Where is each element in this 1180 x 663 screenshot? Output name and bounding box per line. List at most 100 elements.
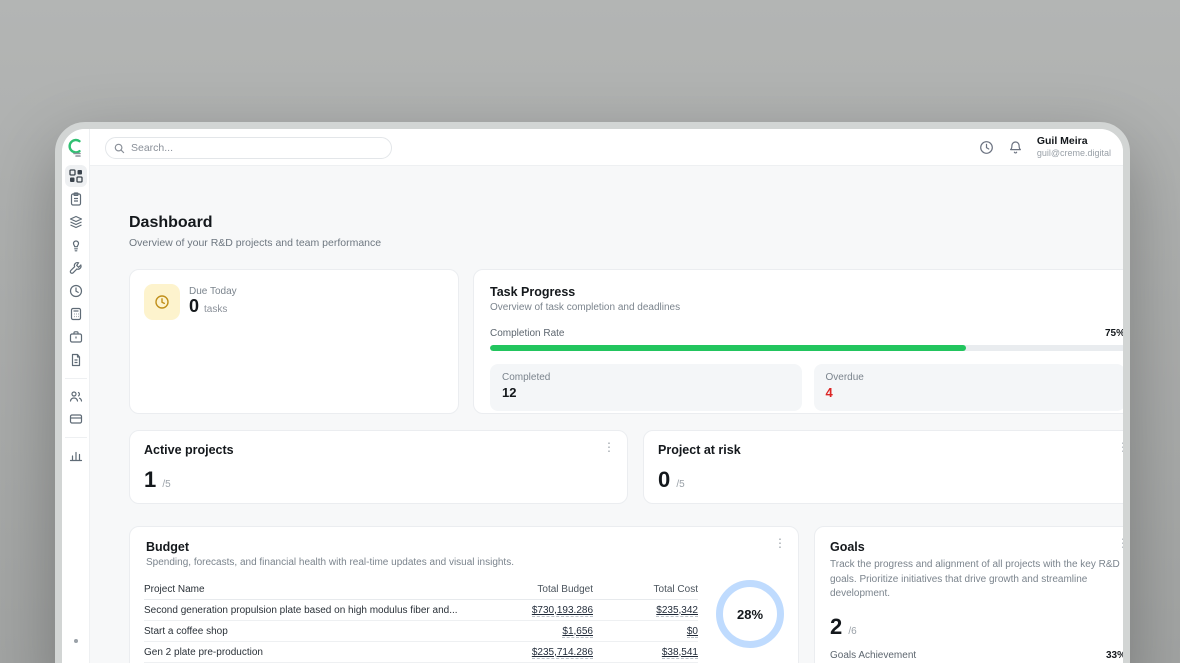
completion-rate-track	[490, 345, 1123, 351]
total-cost-cell: $38,541	[593, 646, 698, 659]
project-at-risk-total: /5	[676, 479, 685, 490]
goals-total: /6	[848, 625, 857, 637]
project-name-cell: Second generation propulsion plate based…	[144, 604, 458, 616]
goals-card: Goals ⋮ Track the progress and alignment…	[814, 526, 1129, 663]
col-total-budget: Total Budget	[537, 583, 593, 595]
project-name-cell: Start a coffee shop	[144, 625, 228, 637]
task-progress-subtitle: Overview of task completion and deadline…	[490, 302, 681, 313]
due-today-card: Due Today 0 tasks	[129, 269, 459, 414]
task-progress-card: Task Progress Overview of task completio…	[473, 269, 1125, 414]
budget-subtitle: Spending, forecasts, and financial healt…	[146, 557, 514, 568]
clock-icon	[155, 295, 169, 309]
completed-value: 12	[502, 385, 517, 400]
kebab-menu-icon[interactable]: ⋮	[1117, 536, 1129, 550]
time-clock-icon	[69, 284, 82, 298]
search-placeholder: Search...	[131, 142, 174, 154]
goals-description: Track the progress and alignment of all …	[830, 559, 1120, 599]
active-projects-total: /5	[162, 479, 171, 490]
table-row[interactable]: Second generation propulsion plate based…	[144, 600, 698, 621]
active-projects-value: 1	[144, 467, 157, 492]
sidebar-item-calculator[interactable]	[65, 303, 87, 325]
sidebar-item-ideas[interactable]	[65, 234, 87, 256]
col-total-cost: Total Cost	[653, 583, 698, 595]
goals-achievement-value: 33%	[1105, 649, 1126, 661]
completion-rate-value: 75%	[1104, 328, 1125, 339]
overdue-value: 4	[825, 385, 833, 400]
budget-usage-value: 28%	[736, 606, 764, 622]
cost-amount[interactable]: $235,342	[656, 604, 698, 617]
app-window: V1.0 Search... Guil Meira guil@c	[55, 122, 1130, 663]
layers-icon	[69, 215, 82, 229]
budget-amount[interactable]: $235,714.286	[531, 646, 593, 659]
history-clock-icon[interactable]	[979, 140, 994, 155]
sidebar-item-briefcase[interactable]	[65, 326, 87, 348]
team-users-icon	[69, 391, 82, 402]
cost-amount[interactable]: $0	[686, 625, 698, 638]
billing-card-icon	[69, 414, 82, 424]
briefcase-icon	[69, 331, 82, 343]
sidebar-collapse-dot[interactable]	[73, 639, 78, 643]
overdue-stat-box: Overdue 4	[813, 364, 1123, 411]
user-profile[interactable]: Guil Meira guil@creme.digital	[1037, 135, 1111, 159]
creme-logo-icon[interactable]	[67, 138, 84, 157]
kebab-menu-icon[interactable]: ⋮	[603, 440, 615, 454]
dashboard-icon	[68, 169, 83, 183]
project-at-risk-title: Project at risk	[658, 443, 741, 457]
document-icon	[71, 353, 80, 367]
budget-title: Budget	[146, 540, 190, 554]
cost-amount[interactable]: $38,541	[661, 646, 698, 659]
col-project-name: Project Name	[144, 583, 205, 595]
due-today-unit: tasks	[204, 304, 228, 315]
sidebar-item-layers[interactable]	[65, 211, 87, 233]
main-content: Dashboard Overview of your R&D projects …	[90, 166, 1123, 663]
sidebar-divider	[64, 378, 87, 379]
page-subtitle: Overview of your R&D projects and team p…	[129, 237, 382, 249]
notifications-bell-icon[interactable]	[1008, 140, 1023, 155]
total-budget-cell: $1,656	[463, 625, 593, 638]
project-at-risk-value: 0	[658, 467, 671, 492]
goals-value: 2	[830, 613, 843, 639]
search-input[interactable]: Search...	[105, 137, 392, 159]
sidebar-item-dashboard[interactable]	[64, 165, 87, 187]
task-progress-title: Task Progress	[490, 285, 576, 299]
user-email: guil@creme.digital	[1036, 148, 1111, 159]
sidebar-item-team[interactable]	[65, 385, 87, 407]
active-projects-title: Active projects	[144, 443, 234, 457]
active-projects-card: Active projects ⋮ 1 /5	[129, 430, 628, 504]
analytics-chart-icon	[69, 451, 82, 462]
project-name-cell: Gen 2 plate pre-production	[144, 646, 263, 658]
sidebar-item-documents[interactable]	[65, 349, 87, 371]
table-row[interactable]: Start a coffee shop $1,656 $0	[144, 621, 698, 642]
goals-achievement-label: Goals Achievement	[830, 649, 917, 661]
sidebar: V1.0	[62, 129, 90, 663]
completion-rate-label: Completion Rate	[490, 328, 565, 339]
due-today-value: 0	[189, 296, 200, 316]
completed-label: Completed	[502, 372, 551, 383]
sidebar-item-time[interactable]	[65, 280, 87, 302]
table-row[interactable]: Gen 2 plate pre-production $235,714.286 …	[144, 642, 698, 663]
sidebar-item-analytics[interactable]	[65, 444, 87, 466]
sidebar-item-billing[interactable]	[65, 408, 87, 430]
sidebar-divider	[64, 437, 87, 438]
total-budget-cell: $235,714.286	[463, 646, 593, 659]
budget-amount[interactable]: $1,656	[562, 625, 593, 638]
kebab-menu-icon[interactable]: ⋮	[1117, 440, 1129, 454]
calculator-icon	[70, 307, 81, 321]
budget-usage-donut: 28%	[716, 580, 784, 648]
budget-card: Budget Spending, forecasts, and financia…	[129, 526, 799, 663]
ideas-lightbulb-icon	[72, 240, 79, 252]
overdue-label: Overdue	[825, 372, 864, 383]
sidebar-item-tools[interactable]	[65, 257, 87, 279]
page-title: Dashboard	[129, 214, 213, 231]
total-budget-cell: $730,193.286	[463, 604, 593, 617]
due-clock-icon-badge	[144, 284, 180, 320]
project-at-risk-card: Project at risk ⋮ 0 /5	[643, 430, 1129, 504]
total-cost-cell: $0	[593, 625, 698, 638]
kebab-menu-icon[interactable]: ⋮	[774, 536, 786, 550]
completed-stat-box: Completed 12	[490, 364, 802, 411]
goals-title: Goals	[830, 540, 865, 554]
budget-table-header: Project Name Total Budget Total Cost	[144, 579, 698, 600]
sidebar-item-tasks[interactable]	[65, 188, 87, 210]
budget-amount[interactable]: $730,193.286	[531, 604, 593, 617]
tools-wrench-icon	[69, 262, 82, 274]
